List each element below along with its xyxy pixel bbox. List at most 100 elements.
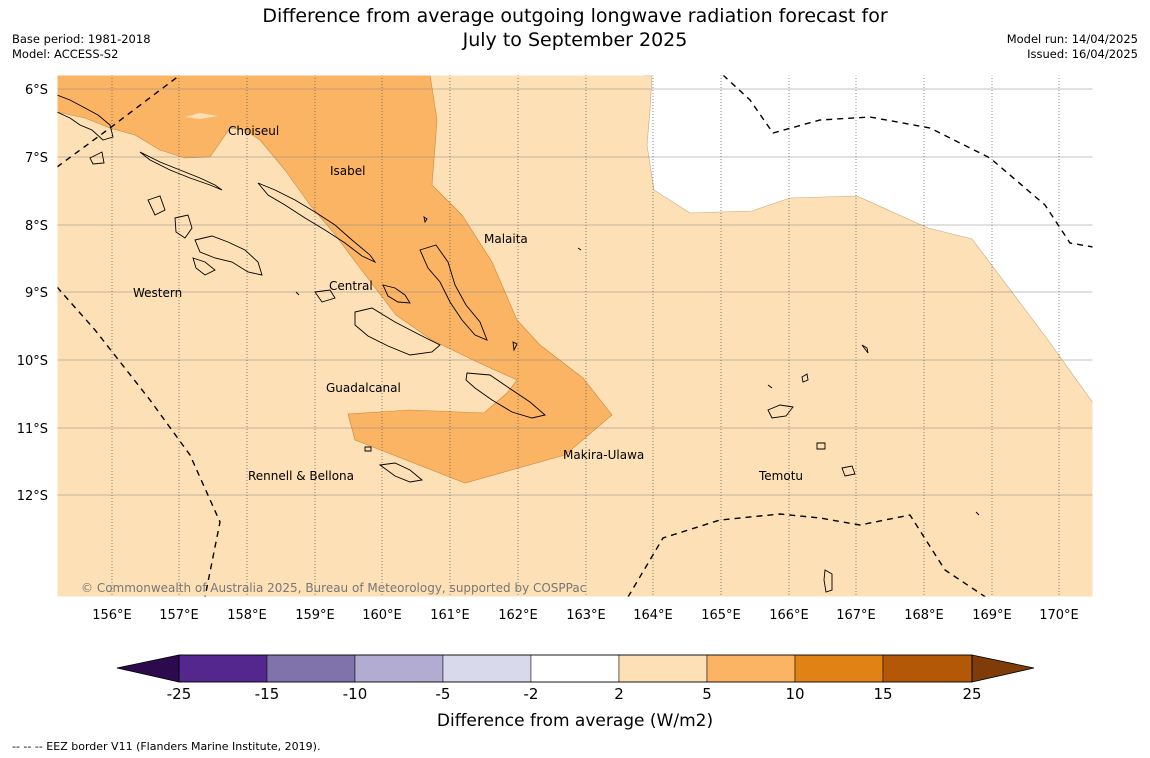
lon-label: 161°E [430,608,470,623]
colorbar-tick: 10 [785,685,804,703]
small-inlet-area [185,113,218,119]
copyright-text: © Commonwealth of Australia 2025, Bureau… [81,581,586,595]
lon-label: 162°E [498,608,538,623]
issued-text: Issued: 16/04/2025 [1027,47,1138,61]
region-label-temotu: Temotu [758,469,803,483]
colorbar-swatch [882,654,973,683]
colorbar-frame [178,654,973,683]
lon-label: 166°E [769,608,809,623]
lat-label: 8°S [25,219,48,234]
map-frame [56,74,1094,598]
lon-label: 163°E [566,608,606,623]
small-islet-4 [975,511,980,516]
guadalcanal-island [354,307,441,356]
florida-islands [382,284,411,304]
lat-label: 7°S [25,151,48,166]
lon-label: 165°E [701,608,741,623]
colorbar-swatch [706,654,796,683]
lat-label: 12°S [17,489,48,504]
lon-label: 170°E [1039,608,1079,623]
lon-label: 156°E [92,608,132,623]
islands [57,94,980,593]
vanikoro-island [816,442,826,450]
vella-island [147,195,166,216]
colorbar-max-arrow [971,654,1035,683]
lon-label: 169°E [972,608,1012,623]
region-label-isabel: Isabel [330,164,365,178]
meta-left: Base period: 1981-2018 Model: ACCESS-S2 [12,32,151,62]
region-labels: Choiseul Isabel Malaita Western Central … [133,124,803,483]
model-text: Model: ACCESS-S2 [12,47,119,61]
model-run-text: Model run: 14/04/2025 [1006,32,1138,46]
lon-label: 164°E [633,608,673,623]
colorbar-tick: 5 [702,685,712,703]
new-georgia-island [174,214,193,239]
rennell-island [378,462,424,483]
lon-label: 160°E [362,608,402,623]
utupua-island [841,465,856,477]
tikopia-island [823,569,833,593]
region-label-rennell-bellona: Rennell & Bellona [248,469,354,483]
lon-label: 158°E [227,608,267,623]
small-islet-1 [423,216,428,224]
lat-label: 6°S [25,83,48,98]
lat-label: 9°S [25,286,48,301]
meta-right: Model run: 14/04/2025 Issued: 16/04/2025 [1007,32,1138,62]
region-label-choiseul: Choiseul [228,124,279,138]
region-label-guadalcanal: Guadalcanal [326,381,401,395]
chart-title: Difference from average outgoing longwav… [0,4,1150,52]
colorbar-tick: 2 [614,685,624,703]
colorbar-tick: 15 [873,685,892,703]
santa-cruz-island [767,404,794,419]
makira-island [465,372,546,419]
latitude-labels: 6°S 7°S 8°S 9°S 10°S 11°S 12°S [17,83,48,504]
bougainville-coast [57,94,114,141]
small-islet-2 [577,247,582,251]
title-line-1: Difference from average outgoing longwav… [262,5,888,27]
isabel-island [257,182,377,264]
region-label-central: Central [329,279,373,293]
region-label-western: Western [133,286,182,300]
western-islands [194,235,263,276]
malaita-island [419,244,488,341]
colorbar-tick: -15 [255,685,280,703]
title-line-2: July to September 2025 [462,29,688,51]
eez-border [57,75,1093,597]
colorbar-swatch [354,654,444,683]
small-islet-6 [295,291,300,296]
russell-islands [314,289,336,303]
eez-footnote: -- -- -- EEZ border V11 (Flanders Marine… [12,740,321,753]
colorbar-min-arrow [116,654,180,683]
colorbar-swatch [442,654,532,683]
colorbar-tick: -25 [167,685,192,703]
lon-label: 168°E [904,608,944,623]
bellona-island [364,446,372,452]
duff-islands [861,344,869,354]
colorbar-tick: -10 [343,685,368,703]
colorbar-label: Difference from average (W/m2) [437,711,713,731]
lon-label: 159°E [295,608,335,623]
reef-islands [801,373,809,383]
colorbar-tick: -2 [524,685,539,703]
lon-label: 157°E [159,608,199,623]
colorbar-swatch [794,654,884,683]
ranongga-island [192,257,216,276]
colorbar: -25 -15 -10 -5 -2 2 5 10 15 25 Differenc… [116,654,1035,731]
grid-lines [57,88,1093,496]
base-period-text: Base period: 1981-2018 [12,32,151,46]
map-panel [56,74,1094,598]
colorbar-swatch [178,654,268,683]
colorbar-swatch [266,654,356,683]
small-islet-3 [512,341,518,352]
colorbar-tick: -5 [436,685,451,703]
anomaly-5-to-10-area-north [57,75,613,484]
lat-label: 11°S [17,422,48,437]
colorbar-swatch [530,654,620,683]
colorbar-swatch [618,654,708,683]
meridian-lines [111,75,1060,597]
small-islet-7 [89,151,105,165]
longitude-labels: 156°E 157°E 158°E 159°E 160°E 161°E 162°… [92,608,1079,623]
choiseul-island [139,151,223,191]
colorbar-tick: 25 [962,685,981,703]
